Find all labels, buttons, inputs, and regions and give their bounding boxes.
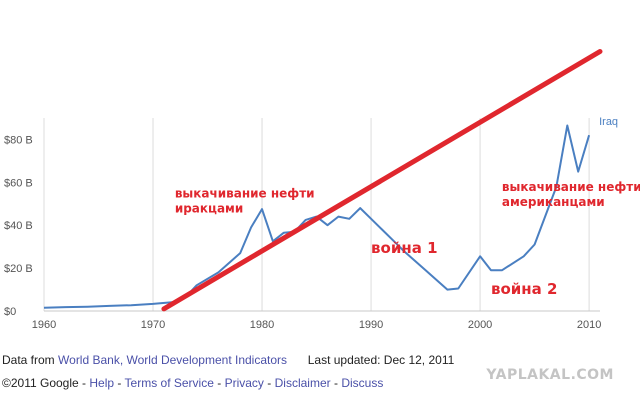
last-updated-text: Last updated: Dec 12, 2011: [307, 353, 455, 367]
footer-separator: -: [267, 376, 272, 390]
chart-annotation: иракцами: [175, 201, 243, 215]
footer-separator: -: [217, 376, 222, 390]
world-bank-link[interactable]: World Bank, World Development Indicators: [58, 353, 288, 367]
footer-separator: -: [117, 376, 122, 390]
line-chart: 1960 1970 1980 1990 2000 2010 $0 $20 B $40 B $60…: [4, 49, 640, 331]
series-label-iraq: Iraq: [599, 116, 618, 128]
x-tick-label: 1980: [250, 319, 274, 331]
data-from-text: Data from: [2, 353, 55, 367]
chart-annotation: выкачивание нефти: [175, 186, 315, 200]
x-tick-label: 2010: [577, 319, 601, 331]
chart-annotation: война 1: [371, 239, 437, 257]
x-tick-label: 2000: [468, 319, 492, 331]
x-axis-tick-labels: 1960 1970 1980 1990 2000 2010: [32, 319, 602, 331]
footer-links: ©2011 Google - Help - Terms of Service -…: [2, 376, 383, 390]
chart-annotation: выкачивание нефти: [502, 180, 640, 194]
copyright-text: ©2011 Google: [2, 376, 79, 390]
x-tick-label: 1990: [359, 319, 383, 331]
x-tick-label: 1960: [32, 319, 56, 331]
trend-layer: [161, 49, 603, 312]
footer-separator: -: [82, 376, 87, 390]
y-axis-tick-labels: $0 $20 B $40 B $60 B $80 B: [4, 134, 33, 318]
footer-separator: -: [333, 376, 338, 390]
x-tick-label: 1970: [141, 319, 165, 331]
chart-annotation: война 2: [491, 280, 557, 298]
privacy-link[interactable]: Privacy: [224, 376, 264, 390]
y-tick-label: $40 B: [4, 220, 33, 232]
terms-of-service-link[interactable]: Terms of Service: [124, 376, 214, 390]
y-tick-label: $60 B: [4, 177, 33, 189]
chart-gridlines: [43, 118, 600, 312]
y-tick-label: $0: [4, 306, 16, 318]
help-link[interactable]: Help: [89, 376, 115, 390]
data-source-line: Data from World Bank, World Development …: [2, 353, 454, 367]
chart-annotation: американцами: [502, 195, 605, 209]
discuss-link[interactable]: Discuss: [341, 376, 384, 390]
disclaimer-link[interactable]: Disclaimer: [274, 376, 331, 390]
site-watermark: YAPLAKAL.COM: [486, 367, 614, 383]
y-tick-label: $20 B: [4, 263, 33, 275]
trend-arrow-line: [161, 49, 603, 312]
y-tick-label: $80 B: [4, 134, 33, 146]
